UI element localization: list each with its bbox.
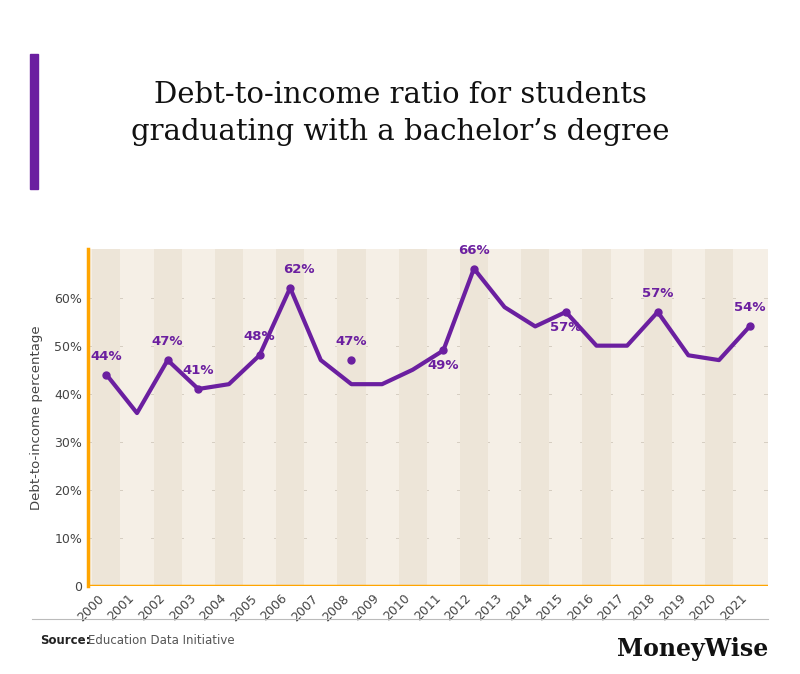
Text: 57%: 57% [642, 287, 674, 300]
Bar [430, 249, 458, 586]
Bar [552, 249, 580, 586]
Text: 62%: 62% [284, 263, 315, 276]
Text: 47%: 47% [336, 335, 367, 348]
Bar [92, 249, 121, 586]
Text: 41%: 41% [182, 364, 214, 377]
Text: 57%: 57% [550, 321, 582, 334]
Bar [644, 249, 672, 586]
Bar [460, 249, 488, 586]
Text: MoneyWise: MoneyWise [617, 637, 768, 661]
Text: Education Data Initiative: Education Data Initiative [88, 634, 234, 646]
Bar [184, 249, 212, 586]
Bar [674, 249, 702, 586]
Text: 47%: 47% [152, 335, 183, 348]
Bar [582, 249, 610, 586]
Bar [705, 249, 733, 586]
Text: 48%: 48% [244, 330, 275, 343]
Bar [154, 249, 182, 586]
Bar [735, 249, 764, 586]
Bar [276, 249, 304, 586]
Bar [613, 249, 641, 586]
Bar [521, 249, 550, 586]
Bar [368, 249, 396, 586]
Text: 66%: 66% [458, 243, 490, 257]
Text: Debt-to-income ratio for students
graduating with a bachelor’s degree: Debt-to-income ratio for students gradua… [130, 81, 670, 146]
Bar [338, 249, 366, 586]
Bar [490, 249, 518, 586]
Bar [246, 249, 274, 586]
Bar [215, 249, 243, 586]
Bar [306, 249, 335, 586]
Y-axis label: Debt-to-income percentage: Debt-to-income percentage [30, 326, 43, 510]
Text: 44%: 44% [90, 350, 122, 363]
Text: 54%: 54% [734, 301, 766, 314]
Bar [123, 249, 151, 586]
Text: 49%: 49% [427, 359, 459, 372]
Text: Source:: Source: [40, 634, 90, 646]
Bar [398, 249, 426, 586]
